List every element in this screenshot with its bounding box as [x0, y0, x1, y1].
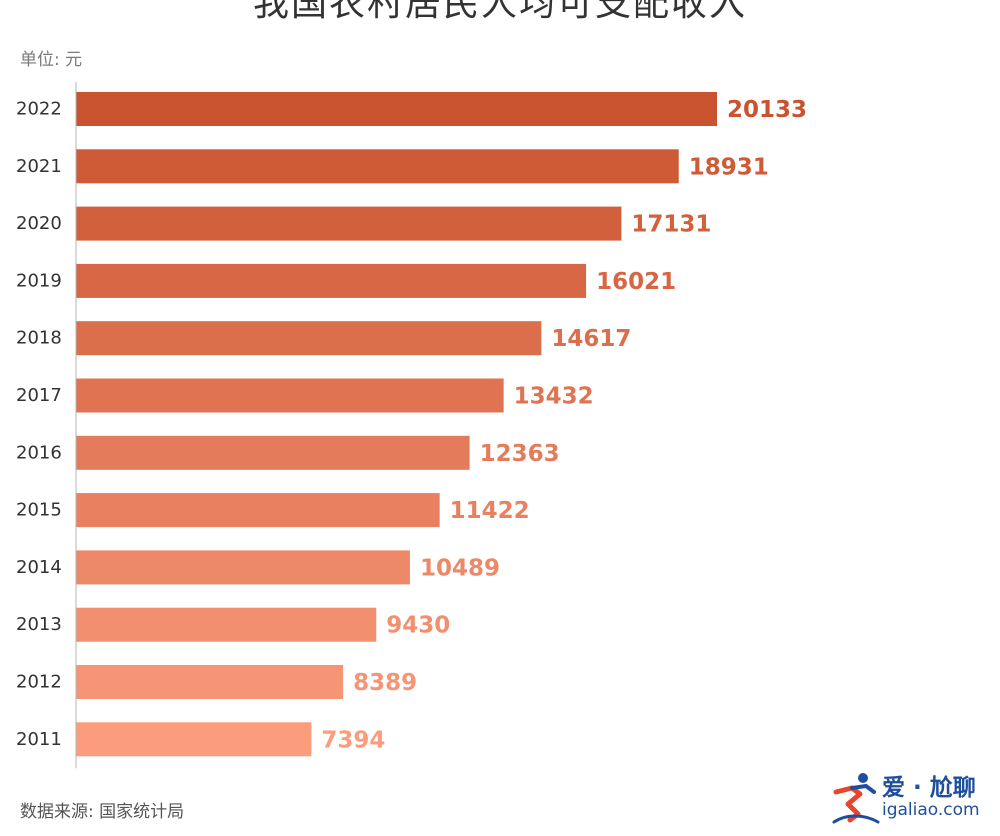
data-label-2013: 9430: [386, 613, 450, 639]
data-label-2018: 14617: [551, 326, 631, 352]
bar-chart: 2022 2021 2020 2019 2018 2017 2016 2015 2014 2013…: [16, 82, 807, 769]
y-tick-label-2014: 2014: [16, 557, 62, 578]
y-tick-label-2018: 2018: [16, 328, 62, 349]
y-axis-tick-labels: 2022 2021 2020 2019 2018 2017 2016 2015 2014 2013…: [16, 99, 62, 750]
bar-2019: [76, 263, 587, 298]
bar-2022: [76, 92, 717, 126]
data-label-2021: 18931: [689, 154, 769, 180]
bar-2011: [76, 722, 312, 757]
data-label-2017: 13432: [514, 384, 594, 410]
data-labels: 20133 18931 17131 16021 14617 13432 12363 11422…: [321, 97, 807, 753]
y-tick-label-2013: 2013: [16, 614, 62, 635]
bar-2018: [76, 321, 542, 356]
bar-2016: [76, 435, 470, 470]
logo-url: igaliao.com: [882, 800, 980, 820]
y-tick-label-2017: 2017: [16, 385, 62, 406]
bar-2013: [76, 607, 377, 642]
data-label-2016: 12363: [480, 441, 560, 467]
bar-2021: [76, 149, 679, 184]
y-tick-label-2022: 2022: [16, 99, 62, 120]
y-tick-label-2015: 2015: [16, 500, 62, 521]
site-logo: 爱 · 尬聊 igaliao.com: [830, 768, 995, 828]
source-label: 数据来源: 国家统计局: [20, 802, 185, 822]
data-label-2012: 8389: [353, 670, 417, 696]
y-tick-label-2011: 2011: [16, 729, 62, 750]
y-tick-label-2020: 2020: [16, 213, 62, 234]
bars: [76, 92, 717, 757]
bar-2015: [76, 493, 440, 528]
y-tick-label-2021: 2021: [16, 156, 62, 177]
chart-title: 我国农村居民人均可支配收入: [252, 0, 747, 24]
bar-2014: [76, 550, 410, 585]
runner-logo-icon: [832, 773, 880, 824]
bar-2020: [76, 206, 622, 241]
logo-title: 爱 · 尬聊: [882, 775, 976, 801]
bar-2017: [76, 378, 504, 413]
data-label-2015: 11422: [450, 498, 530, 524]
data-label-2022: 20133: [727, 97, 807, 123]
bar-2012: [76, 665, 344, 699]
y-tick-label-2012: 2012: [16, 672, 62, 693]
data-label-2020: 17131: [631, 212, 711, 238]
y-tick-label-2016: 2016: [16, 442, 62, 463]
unit-label: 单位: 元: [20, 50, 83, 70]
data-label-2019: 16021: [596, 269, 676, 295]
y-tick-label-2019: 2019: [16, 270, 62, 291]
data-label-2011: 7394: [321, 727, 385, 753]
data-label-2014: 10489: [420, 555, 500, 581]
